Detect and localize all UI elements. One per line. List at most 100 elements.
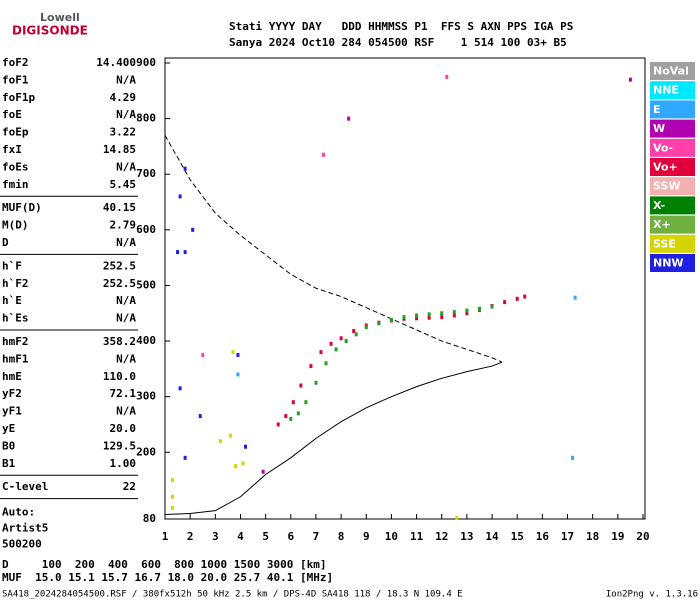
param-value: 72.1 [110,387,137,400]
x-tick-label: 19 [611,530,624,543]
x-tick-label: 20 [636,530,649,543]
param-value: 1.00 [110,457,137,470]
y-tick-label: 700 [136,167,156,180]
legend-swatch [650,100,695,119]
param-label: hmF2 [2,335,29,348]
x-tick-label: 12 [435,530,448,543]
param-value: 4.29 [110,91,137,104]
param-label: D [2,236,9,249]
echo-point [515,296,519,301]
echo-point [176,250,180,255]
param-label: foF1p [2,91,35,104]
legend-label: E [653,103,661,116]
footer: SA418_2024284054500.RSF / 380fx512h 50 k… [2,590,463,600]
legend-label: Vo+ [653,161,678,174]
param-label: yF2 [2,387,22,400]
x-tick-label: 5 [262,530,269,543]
echo-point [171,494,175,499]
plot-frame [164,57,646,520]
echo-point [324,361,328,366]
logo-top: Lowell [40,11,80,24]
echo-point [445,74,449,79]
echo-point [191,227,195,232]
x-tick-label: 6 [287,530,294,543]
echo-point [171,478,175,483]
echo-point [452,313,456,318]
legend-label: W [653,122,665,135]
echo-point [415,313,419,318]
echo-point [628,77,632,82]
echo-point [571,455,575,460]
param-label: foF2 [2,56,29,69]
echo-point [344,339,348,344]
param-value: 358.2 [103,335,136,348]
param-value: 110.0 [103,370,136,383]
echo-point [573,295,577,300]
echo-point [427,315,431,320]
param-value: N/A [116,405,136,418]
param-label: B0 [2,439,15,452]
echo-point [291,400,295,405]
muf-row: D 100 200 400 600 800 1000 1500 3000 [km… [2,558,327,571]
legend-swatch [650,62,695,80]
param-value: N/A [116,312,136,325]
muf-row: MUF 15.0 15.1 15.7 16.7 18.0 20.0 25.7 4… [2,571,333,584]
echo-point [455,515,459,520]
param-label: fmin [2,178,29,191]
echo-point [465,308,469,313]
param-value: 3.22 [110,126,137,139]
param-label: MUF(D) [2,201,42,214]
x-tick-label: 1 [162,530,169,543]
legend-label: NoVal [653,65,689,78]
param-label: foEs [2,160,29,173]
auto-text: Auto: [2,506,35,519]
legend-swatch [650,234,695,253]
legend-swatch [650,177,695,196]
x-tick-label: 7 [313,530,320,543]
param-label: yE [2,422,15,435]
echo-point [304,400,308,405]
echo-point [236,372,240,377]
param-value: N/A [116,108,136,121]
echo-point [440,311,444,316]
param-label: M(D) [2,219,29,232]
echo-point [296,411,300,416]
profile-line [164,361,503,516]
echo-point [321,152,325,157]
x-tick-label: 4 [237,530,244,543]
echo-point [314,380,318,385]
param-label: h`E [2,294,22,307]
x-tick-label: 18 [586,530,599,543]
echo-point [171,505,175,510]
echo-point [233,464,237,469]
param-label: foF1 [2,73,29,86]
param-label: hmF1 [2,352,29,365]
echo-point [452,310,456,315]
x-tick-label: 2 [187,530,194,543]
echo-point [178,386,182,391]
auto-text: 500200 [2,538,42,551]
echo-point [427,312,431,317]
param-value: N/A [116,73,136,86]
param-value: N/A [116,236,136,249]
echo-point [339,336,343,341]
param-value: N/A [116,160,136,173]
param-label: h`Es [2,312,29,325]
profile-line [164,135,503,363]
echo-point [440,315,444,320]
echo-point [276,422,280,427]
param-label: foEp [2,126,29,139]
legend-swatch [650,138,695,157]
x-tick-label: 9 [363,530,370,543]
legend-label: X- [653,199,665,212]
echo-point [183,250,187,255]
param-label: C-level [2,480,48,493]
header-row: Stati YYYY DAY DDD HHMMSS P1 FFS S AXN P… [229,20,573,33]
param-value: 22 [123,480,136,493]
echo-point [352,329,356,334]
echo-point [289,416,293,421]
echo-point [523,294,527,299]
param-label: fxI [2,143,22,156]
echo-point [402,315,406,320]
echo-point [503,300,507,305]
